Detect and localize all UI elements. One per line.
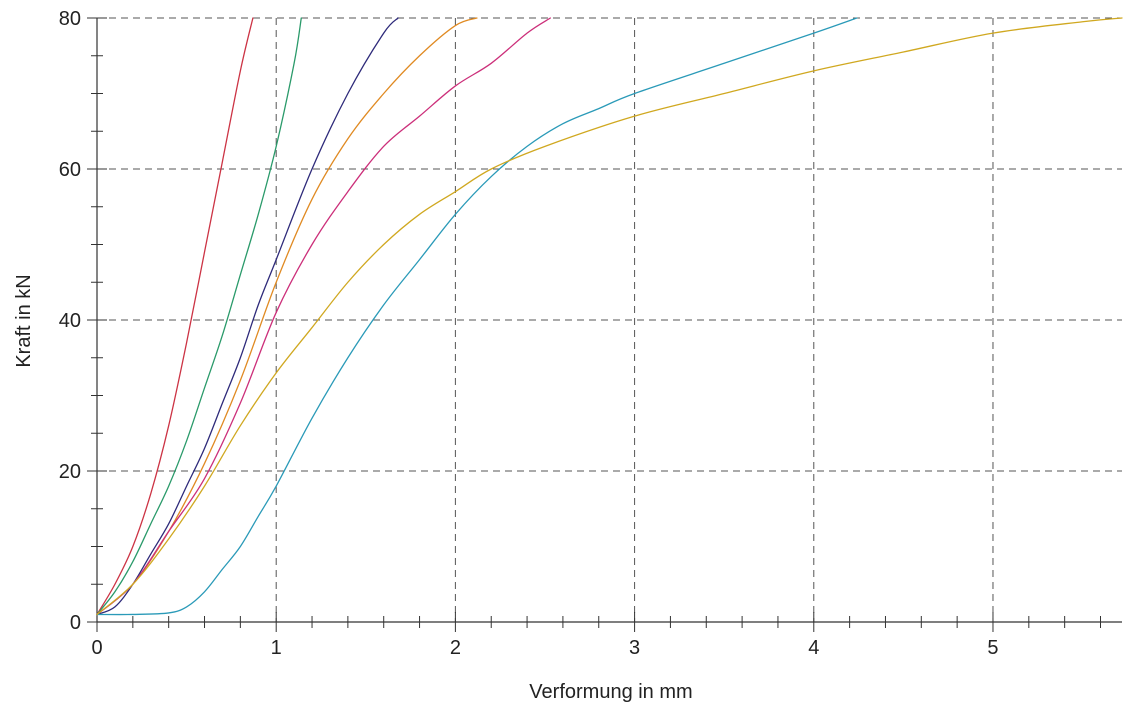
series-line-2 [96, 17, 302, 616]
axes [87, 17, 1122, 632]
series-line-1 [96, 17, 254, 616]
tick-labels: 0 1 2 3 4 5 0 20 40 60 80 [59, 8, 999, 659]
x-tick-label: 5 [987, 637, 998, 659]
y-axis-title: Kraft in kN [13, 274, 35, 367]
x-tick-label: 2 [450, 637, 461, 659]
series-line-5 [96, 17, 552, 616]
series-line-4 [96, 17, 478, 616]
y-tick-label: 0 [70, 612, 81, 634]
series-line-3 [96, 17, 399, 616]
y-tick-label: 40 [59, 310, 81, 332]
grid-lines [97, 17, 1122, 622]
x-axis-title: Verformung in mm [529, 681, 692, 703]
series-line-7 [96, 17, 1123, 616]
x-tick-label: 4 [808, 637, 819, 659]
x-tick-label: 1 [271, 637, 282, 659]
x-tick-label: 0 [91, 637, 102, 659]
series-line-6 [96, 17, 858, 616]
x-tick-label: 3 [629, 637, 640, 659]
y-tick-label: 60 [59, 159, 81, 181]
y-tick-label: 20 [59, 461, 81, 483]
series-lines [96, 17, 1123, 616]
y-tick-label: 80 [59, 8, 81, 30]
